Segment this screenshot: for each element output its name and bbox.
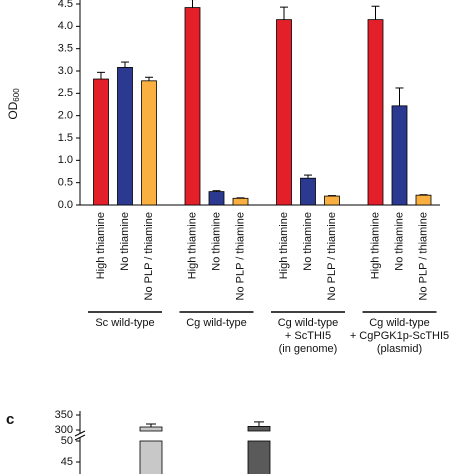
x-tick-label: No PLP / thiamine — [417, 212, 429, 300]
y-label-main: OD — [6, 101, 20, 119]
y-tick-label: 45 — [61, 456, 73, 468]
x-tick-label: No PLP / thiamine — [326, 212, 338, 300]
bar — [117, 67, 133, 206]
bar — [324, 195, 340, 206]
panel-label: c — [6, 411, 14, 428]
x-tick-label: High thiamine — [369, 212, 381, 279]
x-tick-label: No PLP / thiamine — [143, 212, 155, 300]
bar — [247, 440, 271, 474]
y-tick-label: 3.0 — [58, 65, 73, 77]
x-tick-label: No thiamine — [302, 212, 314, 271]
group-label: Cg wild-type — [278, 317, 339, 329]
y-tick-label: 1.5 — [58, 132, 73, 144]
group-label: Sc wild-type — [95, 317, 154, 329]
y-tick-label: 2.0 — [58, 110, 73, 122]
bar — [208, 191, 225, 206]
y-tick-label: 2.5 — [58, 87, 73, 99]
y-axis-label: OD600 — [6, 88, 21, 120]
x-tick-label: High thiamine — [278, 212, 290, 279]
y-tick-label: 1.0 — [58, 154, 73, 166]
y-tick-label: 0.0 — [58, 199, 73, 211]
group-label: (in genome) — [279, 343, 338, 355]
bar — [276, 19, 292, 206]
y-tick-label: 300 — [55, 424, 73, 436]
group-label: + CgPGK1p-ScTHI5 — [350, 330, 449, 342]
bar — [367, 19, 384, 206]
group-label: (plasmid) — [377, 343, 422, 355]
bar-top — [247, 425, 271, 432]
y-tick-label: 350 — [55, 409, 73, 421]
axis-break — [74, 434, 86, 441]
x-tick-label: No thiamine — [393, 212, 405, 271]
bar — [415, 194, 432, 206]
group-label: Cg wild-type — [186, 317, 247, 329]
group-label: Cg wild-type — [369, 317, 430, 329]
x-tick-label: High thiamine — [95, 212, 107, 279]
bar — [141, 80, 157, 206]
bar — [232, 197, 249, 206]
x-tick-label: No PLP / thiamine — [234, 212, 246, 300]
y-tick-label: 3.5 — [58, 43, 73, 55]
bar — [139, 440, 163, 474]
y-tick-label: 4.5 — [58, 0, 73, 10]
bar-top — [139, 426, 163, 432]
x-tick-label: High thiamine — [186, 212, 198, 279]
y-tick-label: 50 — [61, 435, 73, 447]
y-label-sub: 600 — [12, 88, 21, 102]
bar — [184, 7, 201, 206]
bar — [391, 105, 408, 206]
y-tick-label: 0.5 — [58, 177, 73, 189]
axis-break — [74, 430, 86, 437]
group-label: + ScTHI5 — [285, 330, 331, 342]
y-tick-label: 4.0 — [58, 20, 73, 32]
bar — [93, 78, 109, 206]
x-tick-label: No thiamine — [210, 212, 222, 271]
bar — [300, 177, 316, 206]
x-tick-label: No thiamine — [119, 212, 131, 271]
